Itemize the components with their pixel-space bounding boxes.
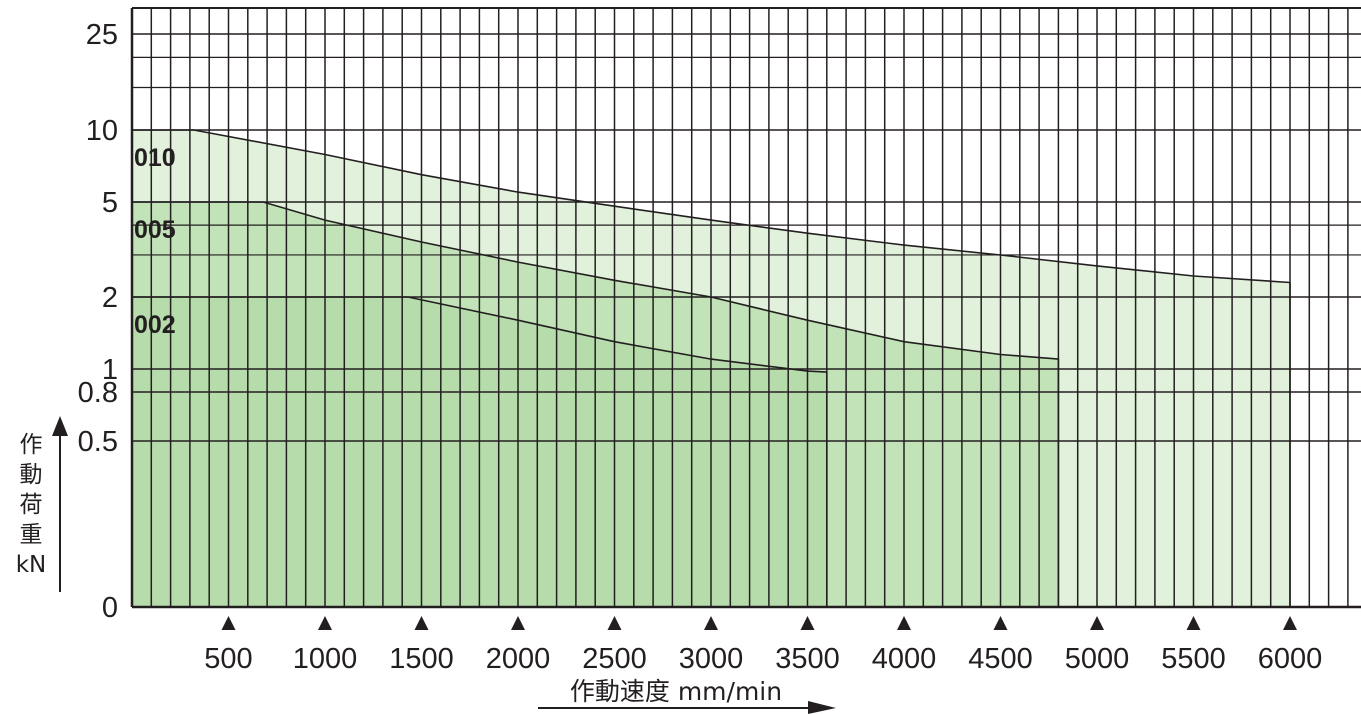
x-tick-label: 5500 xyxy=(1161,643,1226,675)
x-tick-label: 4000 xyxy=(872,643,937,675)
series-label-010: 010 xyxy=(134,144,176,172)
y-tick-label: 5 xyxy=(102,187,118,219)
x-tick-label: 500 xyxy=(204,643,252,675)
y-tick-label: 0.5 xyxy=(78,426,118,458)
x-tick-marker xyxy=(1186,616,1201,630)
x-tick-label: 3000 xyxy=(679,643,744,675)
x-tick-label: 1000 xyxy=(293,643,358,675)
x-tick-labels: 500 1000 1500 2000 2500 3000 3500 4000 4500 5000 5… xyxy=(204,616,1322,675)
x-axis-arrow-head xyxy=(808,701,836,714)
x-tick-marker xyxy=(511,616,525,630)
x-tick-marker xyxy=(800,616,815,630)
x-tick-label: 2500 xyxy=(582,643,647,675)
y-tick-label: 10 xyxy=(86,115,118,147)
y-tick-label: 1 xyxy=(102,354,118,386)
x-tick-marker xyxy=(1283,616,1297,630)
y-tick-labels: 25 10 5 2 10.8 0.5 0 xyxy=(78,19,118,624)
x-tick-label: 4500 xyxy=(968,643,1033,675)
x-tick-label: 2000 xyxy=(486,643,551,675)
x-tick-marker xyxy=(414,616,429,630)
x-tick-marker xyxy=(607,616,622,630)
series-label-005: 005 xyxy=(134,216,176,244)
series-curve-005 xyxy=(132,201,1059,360)
y-axis-label-line: 荷 xyxy=(20,492,43,518)
series-label-002: 002 xyxy=(134,311,176,339)
x-tick-label: 5000 xyxy=(1065,643,1130,675)
y-tick-label: 0 xyxy=(102,592,118,624)
y-axis-label-line: 作 xyxy=(20,432,43,458)
x-tick-marker xyxy=(897,616,911,630)
series-curve-002 xyxy=(132,296,827,373)
x-tick-marker xyxy=(221,616,236,630)
x-tick-marker xyxy=(993,616,1008,630)
series-labels: 010 005 002 xyxy=(134,144,176,339)
x-tick-label: 6000 xyxy=(1258,643,1323,675)
y-tick-label: 2 xyxy=(102,282,118,314)
x-tick-marker xyxy=(318,616,332,630)
y-axis-label-line: kN xyxy=(16,552,47,578)
y-axis-label-line: 重 xyxy=(20,522,43,548)
x-tick-label: 1500 xyxy=(389,643,454,675)
y-tick-label: 0.8 xyxy=(78,377,118,409)
x-axis-label: 作動速度 mm/min xyxy=(538,677,836,714)
x-tick-marker xyxy=(1090,616,1104,630)
series-curve-010 xyxy=(132,129,1291,284)
y-tick-label: 25 xyxy=(86,19,118,51)
x-axis-label: 作動速度 mm/min xyxy=(570,677,782,706)
x-tick-label: 3500 xyxy=(775,643,840,675)
x-tick-marker xyxy=(704,616,718,630)
y-axis-label-line: 動 xyxy=(20,462,43,488)
series-curves xyxy=(132,129,1291,607)
y-axis-arrow-head xyxy=(52,416,68,436)
